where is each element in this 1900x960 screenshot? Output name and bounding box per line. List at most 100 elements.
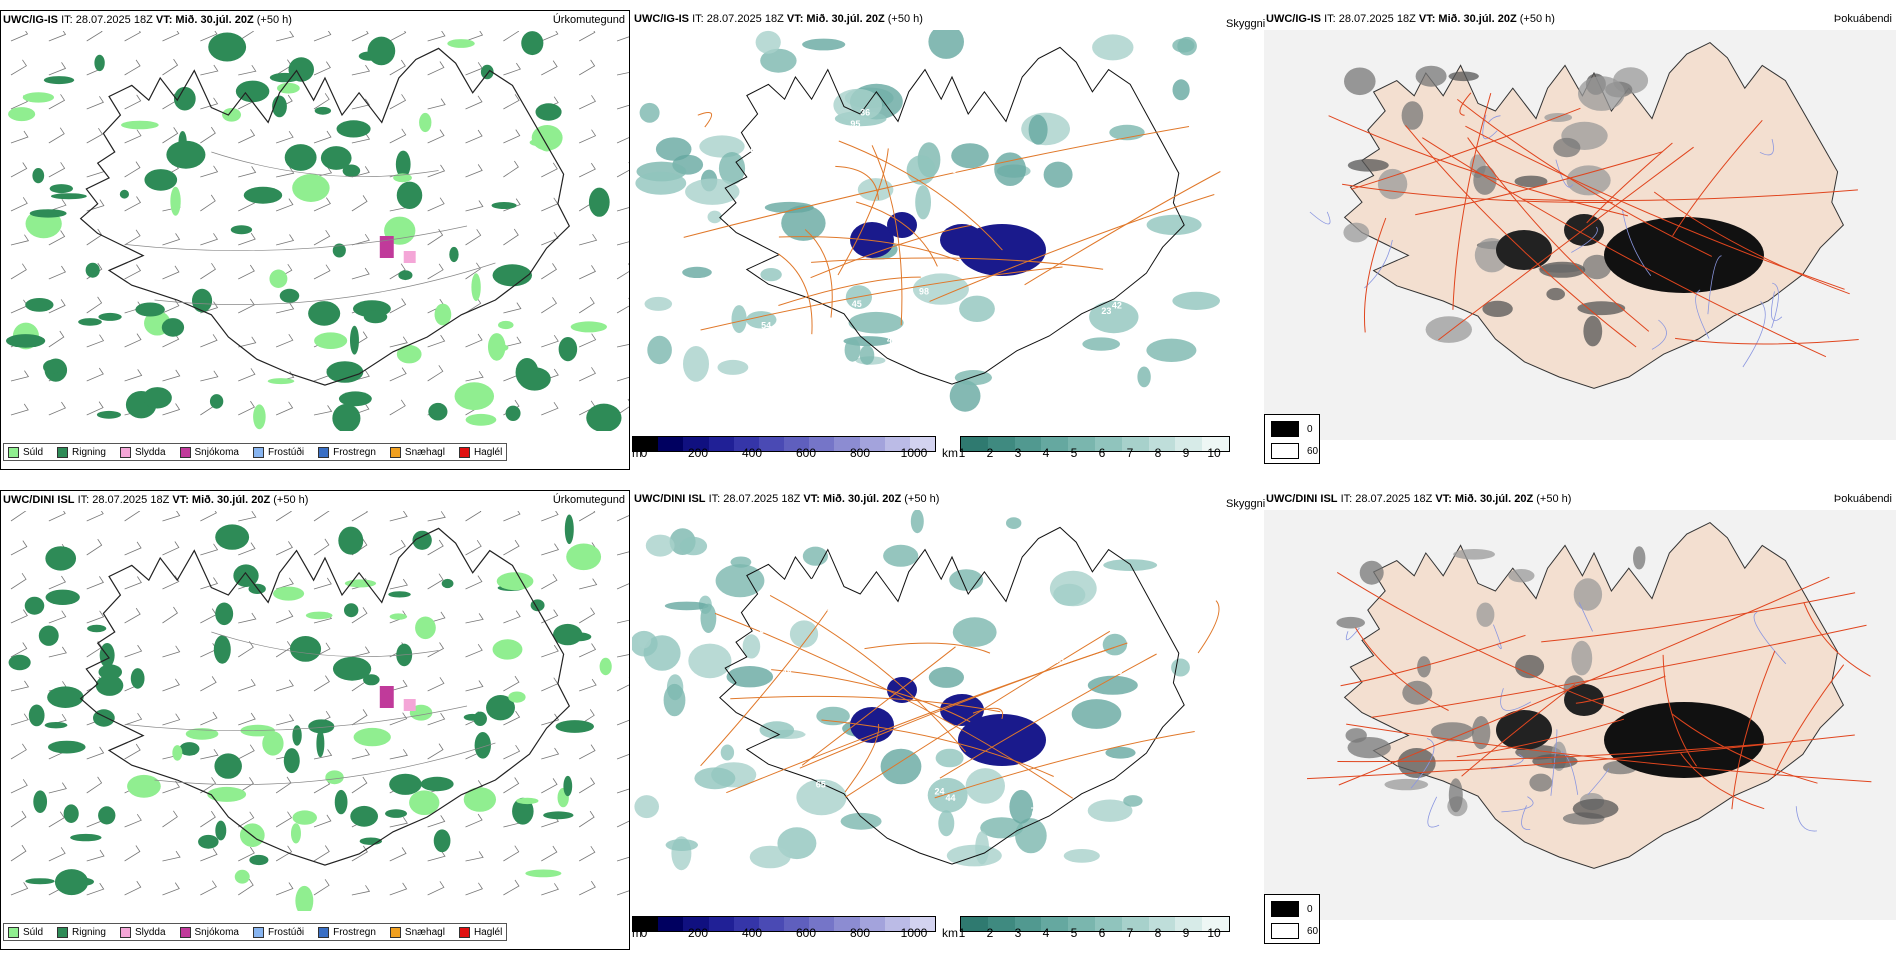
colorbar-tick: 1000 — [900, 446, 928, 460]
precip-blob — [5, 334, 46, 348]
wind-barb — [503, 710, 521, 726]
precip-blob — [98, 709, 111, 719]
cloudbase-label: 29 — [797, 135, 807, 145]
wind-barb — [200, 97, 219, 110]
road — [1405, 125, 1637, 348]
cloudbase-label: 48 — [887, 646, 897, 656]
legend-label: Súld — [23, 446, 44, 458]
road — [929, 194, 1215, 302]
visibility-blob — [683, 346, 709, 382]
wind-barb — [465, 851, 484, 862]
road — [769, 594, 966, 753]
fog-area — [1473, 165, 1497, 195]
wind-barb — [541, 778, 558, 794]
wind-barb — [465, 95, 483, 110]
legend-label: Snæhagl — [404, 446, 445, 458]
wind-barb — [86, 334, 105, 348]
cloudbase-label: 33 — [757, 293, 767, 303]
road — [1415, 151, 1663, 216]
wind-barb — [200, 370, 219, 382]
visibility-blob — [980, 817, 1024, 839]
visibility-blob — [928, 666, 964, 688]
precip-blob — [441, 578, 454, 589]
road — [972, 707, 1004, 720]
precip-blob — [127, 774, 161, 798]
wind-barb — [541, 197, 559, 212]
visibility-blob — [664, 601, 709, 611]
wind-barb — [313, 879, 330, 896]
precip-blob — [487, 333, 506, 361]
wind-barb — [10, 642, 28, 658]
fog-legend-label: 0 — [1307, 903, 1313, 915]
wind-barb — [238, 511, 257, 522]
wind-barb — [427, 98, 446, 110]
precip-blob — [332, 656, 372, 681]
fog-legend-swatch — [1271, 901, 1299, 917]
wind-barb — [389, 298, 407, 314]
visibility-blob — [699, 135, 745, 158]
cloudbase-label: 49 — [947, 165, 957, 175]
wind-barb — [503, 129, 521, 144]
fog-title: Þokuábendi — [1833, 493, 1892, 505]
cloudbase-unit: m — [632, 926, 642, 940]
precip-blob — [135, 302, 165, 317]
wind-barb — [313, 538, 330, 556]
wind-barb — [238, 542, 256, 556]
precip-blob — [563, 775, 573, 797]
fog-panel: UWC/DINI ISL IT: 28.07.2025 18Z VT: Mið.… — [1264, 490, 1896, 950]
cloudbase-map: 292 70 42 49 54 36 46 45 49 86 127 57 79 46 33 29 23 95 98… — [635, 30, 1221, 412]
colorbar-tick: 2 — [986, 926, 994, 940]
wind-barb — [616, 297, 629, 314]
wind-barb — [579, 233, 598, 246]
visibility-blob — [833, 88, 882, 122]
wind-barb — [389, 128, 407, 144]
wind-barb — [313, 814, 332, 828]
visibility-blob — [707, 210, 722, 224]
fog-area — [1377, 168, 1408, 200]
fog-area — [1336, 616, 1365, 629]
wind-barb — [427, 712, 446, 726]
precip-blob — [179, 742, 200, 756]
wind-barb — [10, 680, 30, 692]
cloudbase-label: 42 — [1112, 300, 1122, 310]
wind-barb — [275, 610, 294, 624]
legend-swatch — [8, 926, 19, 938]
river — [1759, 138, 1774, 156]
colorbar-segment — [834, 437, 860, 451]
colorbar-segment — [909, 917, 936, 931]
wind-barb — [313, 166, 333, 178]
precip-type-panel: UWC/DINI ISL IT: 28.07.2025 18Z VT: Mið.… — [0, 490, 630, 950]
colorbar-tick: 5 — [1070, 446, 1078, 460]
legend-label: Slydda — [134, 446, 166, 458]
legend-swatch — [458, 926, 470, 938]
fog-area — [1539, 261, 1586, 278]
precip-blob — [277, 82, 300, 94]
wind-barb — [48, 511, 66, 522]
road — [1371, 624, 1867, 718]
legend-item: Slydda — [119, 446, 166, 458]
wind-barb — [48, 230, 66, 246]
wind-barb — [351, 709, 368, 726]
colorbar-tick: 200 — [687, 446, 709, 460]
visibility-unit: km — [942, 446, 958, 460]
visibility-blob — [1105, 746, 1136, 759]
visibility-title: Skyggni — [1226, 18, 1266, 30]
river — [1521, 805, 1531, 830]
legend-swatch — [252, 926, 264, 938]
precip-blob — [496, 572, 534, 591]
visibility-title: Skyggni — [1226, 498, 1266, 510]
wind-barb — [427, 31, 446, 42]
wind-barb — [389, 511, 408, 522]
wind-barb — [541, 162, 558, 178]
cloudbase-label: 63 — [752, 815, 762, 825]
wind-barb — [48, 198, 67, 212]
colorbar-tick: 7 — [1126, 446, 1134, 460]
wind-barb — [503, 62, 521, 76]
visibility-blob — [760, 48, 797, 73]
wind-barb — [124, 59, 141, 76]
visibility-blob — [938, 810, 955, 837]
river — [1578, 602, 1593, 632]
visibility-blob — [1137, 366, 1151, 388]
precip-blob — [222, 108, 242, 122]
wind-barb — [238, 641, 254, 658]
